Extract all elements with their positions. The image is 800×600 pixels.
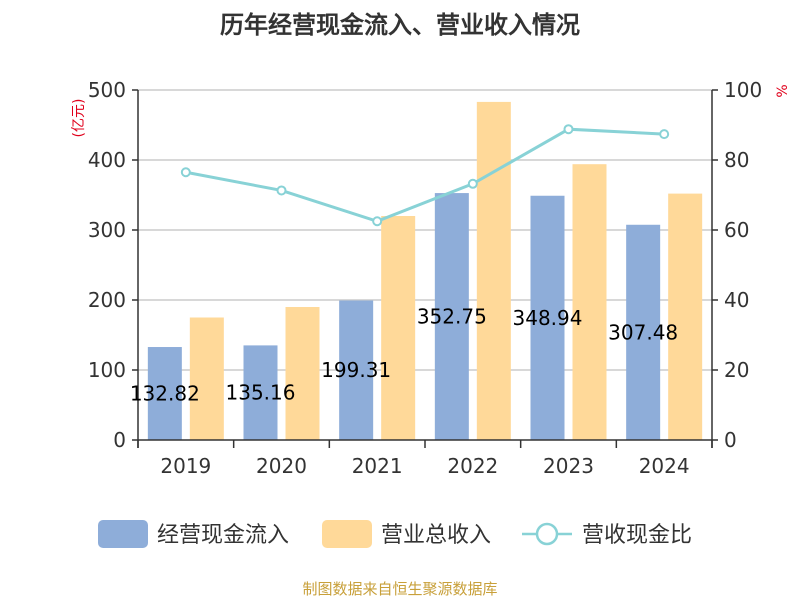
right-axis-tick-label: 60	[724, 218, 749, 242]
chart-title: 历年经营现金流入、营业收入情况	[220, 11, 580, 39]
legend-swatch-cash-inflow	[98, 520, 148, 548]
bar-cash-inflow	[434, 193, 469, 440]
x-axis-tick-label: 2021	[352, 454, 403, 478]
data-label-cash-inflow: 348.94	[513, 306, 583, 330]
data-label-cash-inflow: 199.31	[321, 358, 391, 382]
left-axis-tick-label: 400	[88, 148, 126, 172]
legend: 经营现金流入 营业总收入 营收现金比	[98, 520, 692, 548]
source-note: 制图数据来自恒生聚源数据库	[302, 580, 497, 598]
data-label-cash-inflow: 352.75	[417, 305, 487, 329]
x-axis-tick-label: 2020	[256, 454, 307, 478]
legend-label-cash-inflow: 经营现金流入	[157, 523, 289, 548]
right-axis-tick-label: 20	[724, 358, 749, 382]
legend-label-ratio: 营收现金比	[582, 523, 692, 548]
x-axis-tick-label: 2019	[160, 454, 211, 478]
left-axis-unit: (亿元)	[71, 99, 87, 138]
right-axis-tick-label: 100	[724, 78, 762, 102]
data-label-cash-inflow: 132.82	[130, 382, 200, 406]
bar-cash-inflow	[530, 195, 565, 440]
ratio-line-path	[185, 127, 665, 223]
right-axis-tick-label: 80	[724, 148, 749, 172]
left-axis-tick-label: 100	[88, 358, 126, 382]
bar-revenue	[381, 216, 416, 440]
ratio-point	[467, 178, 478, 189]
right-axis-tick-label: 0	[724, 428, 737, 452]
right-axis-unit: %	[775, 84, 791, 97]
ratio-point	[563, 124, 574, 135]
legend-swatch-revenue	[322, 520, 372, 548]
left-axis-tick-label: 500	[88, 78, 126, 102]
bar-revenue	[668, 193, 703, 440]
data-label-cash-inflow: 135.16	[226, 381, 296, 405]
ratio-point	[180, 167, 191, 178]
bar-revenue	[572, 164, 607, 440]
ratio-point	[372, 216, 383, 227]
left-axis-tick-label: 200	[88, 288, 126, 312]
data-labels: 132.82 135.16 199.31 352.75 348.94 307.48	[130, 305, 678, 406]
bar-cash-inflow	[147, 347, 182, 440]
left-axis-tick-label: 300	[88, 218, 126, 242]
left-axis-tick-label: 0	[113, 428, 126, 452]
x-axis-tick-label: 2024	[639, 454, 690, 478]
gridlines	[138, 89, 712, 371]
data-label-cash-inflow: 307.48	[608, 320, 678, 344]
bar-revenue	[476, 101, 511, 441]
x-axis-tick-label: 2022	[447, 454, 498, 478]
ratio-point	[659, 129, 670, 140]
x-axis-tick-label: 2023	[543, 454, 594, 478]
axes: 0 100 200 300 400 500 0 20 40 60 80 100 2019 2020 2021…	[88, 78, 762, 478]
right-axis-tick-label: 40	[724, 288, 749, 312]
bar-cash-inflow	[626, 224, 661, 440]
bar-cash-inflow	[339, 300, 374, 440]
bars	[147, 101, 703, 441]
ratio-line	[180, 124, 670, 227]
legend-label-revenue: 营业总收入	[381, 523, 491, 548]
bar-revenue	[285, 307, 320, 440]
bar-cash-inflow	[243, 345, 278, 440]
ratio-point	[276, 185, 287, 196]
bar-revenue	[189, 317, 224, 440]
legend-marker-ratio	[535, 522, 559, 546]
